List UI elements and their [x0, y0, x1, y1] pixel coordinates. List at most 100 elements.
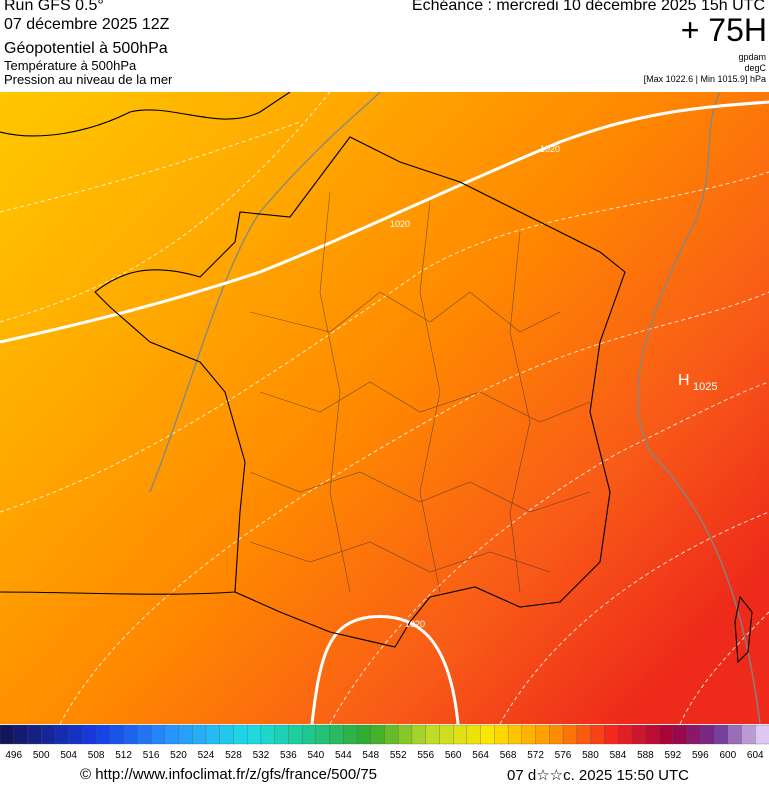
legend-label: 576	[555, 750, 572, 761]
legend-label: 520	[170, 750, 187, 761]
temperature-field	[0, 92, 769, 724]
run: 07 décembre 2025 12Z	[4, 16, 170, 33]
lead-time: + 75H	[680, 12, 767, 48]
legend-swatch	[68, 724, 84, 745]
legend-label: 540	[307, 750, 324, 761]
borders	[249, 191, 591, 593]
legend-label: 548	[362, 750, 379, 761]
legend-swatch	[370, 724, 386, 745]
legend-label: 572	[527, 750, 544, 761]
unit: degC	[744, 63, 766, 73]
legend-label: 500	[33, 750, 50, 761]
legend-swatch	[398, 724, 413, 745]
high-value: 1025	[693, 381, 717, 393]
legend-swatch	[672, 724, 688, 745]
coastlines	[0, 92, 753, 664]
legend-swatch	[205, 724, 221, 745]
legend-swatch	[590, 724, 605, 745]
legend-swatch	[288, 724, 303, 745]
model: Run GFS 0.5°	[4, 0, 104, 14]
legend-swatch	[521, 724, 537, 745]
legend-swatch	[247, 724, 262, 745]
field: Température à 500hPa	[4, 58, 137, 73]
legend-swatch	[301, 724, 317, 745]
legend-swatch	[0, 724, 15, 745]
legend-swatch	[453, 724, 468, 745]
legend-swatch	[741, 724, 756, 745]
pressure-range: [Max 1022.6 | Min 1015.9] hPa	[643, 74, 766, 84]
legend-swatch	[82, 724, 97, 745]
field: Géopotentiel à 500hPa	[4, 40, 168, 57]
source-url: © http://www.infoclimat.fr/z/gfs/france/…	[80, 766, 378, 783]
legend-swatch	[507, 724, 523, 745]
legend-swatch	[41, 724, 56, 745]
legend-swatch	[192, 724, 207, 745]
legend-label: 580	[582, 750, 599, 761]
legend-label: 584	[610, 750, 627, 761]
isobar-label: 1020	[540, 144, 560, 154]
legend-swatch	[686, 724, 701, 745]
legend-label: 560	[445, 750, 462, 761]
legend-swatch	[178, 724, 193, 745]
legend-swatch	[425, 724, 441, 745]
legend-swatch	[27, 724, 42, 745]
legend-swatch	[700, 724, 715, 745]
legend-label: 516	[143, 750, 160, 761]
field: Pression au niveau de la mer	[4, 72, 173, 87]
legend-swatch	[645, 724, 660, 745]
legend-label: 588	[637, 750, 654, 761]
legend-swatch	[109, 724, 125, 745]
color-legend: 496 500 504 508 512 516 520 524 528 532 536 540 544 5…	[0, 724, 769, 761]
isobars	[0, 100, 769, 724]
legend-label: 536	[280, 750, 297, 761]
legend-label: 604	[747, 750, 764, 761]
legend-swatch	[535, 724, 550, 745]
legend-swatch	[123, 724, 138, 745]
legend-swatch	[137, 724, 152, 745]
high-marker: H	[678, 372, 690, 389]
legend-swatch	[343, 724, 358, 745]
legend-label: 544	[335, 750, 352, 761]
legend-swatch	[95, 724, 111, 745]
legend-swatch	[411, 724, 427, 745]
legend-label: 552	[390, 750, 407, 761]
legend-swatch	[329, 724, 344, 745]
legend-swatch	[13, 724, 29, 745]
legend-swatch	[631, 724, 647, 745]
legend-swatch	[576, 724, 592, 745]
legend-label: 596	[692, 750, 709, 761]
legend-swatch	[604, 724, 619, 745]
geopotential-contours	[149, 92, 761, 724]
legend-label: 504	[60, 750, 77, 761]
legend-label: 508	[88, 750, 105, 761]
legend-swatch	[150, 724, 166, 745]
legend-swatch	[439, 724, 454, 745]
legend-label: 528	[225, 750, 242, 761]
temperature-contours	[0, 92, 769, 724]
legend-label: 496	[5, 750, 22, 761]
legend-label: 592	[665, 750, 682, 761]
legend-swatch	[480, 724, 496, 745]
legend-swatch	[549, 724, 564, 745]
legend-label: 600	[719, 750, 736, 761]
legend-swatch	[494, 724, 509, 745]
legend-label: 532	[253, 750, 270, 761]
legend-swatch	[713, 724, 729, 745]
legend-swatch	[233, 724, 248, 745]
legend-label: 568	[500, 750, 517, 761]
isobar-label: 1020	[405, 619, 425, 629]
legend-swatch	[219, 724, 235, 745]
legend-label: 512	[115, 750, 132, 761]
isobar-label: 1020	[390, 219, 410, 229]
legend-label: 556	[417, 750, 434, 761]
legend-swatch	[315, 724, 331, 745]
legend-swatch	[260, 724, 276, 745]
legend-swatch	[164, 724, 180, 745]
legend-swatch	[755, 724, 769, 745]
legend-swatch	[274, 724, 290, 745]
legend-swatch	[466, 724, 482, 745]
legend-swatch	[617, 724, 633, 745]
legend-swatch	[727, 724, 743, 745]
legend-swatch	[54, 724, 70, 745]
